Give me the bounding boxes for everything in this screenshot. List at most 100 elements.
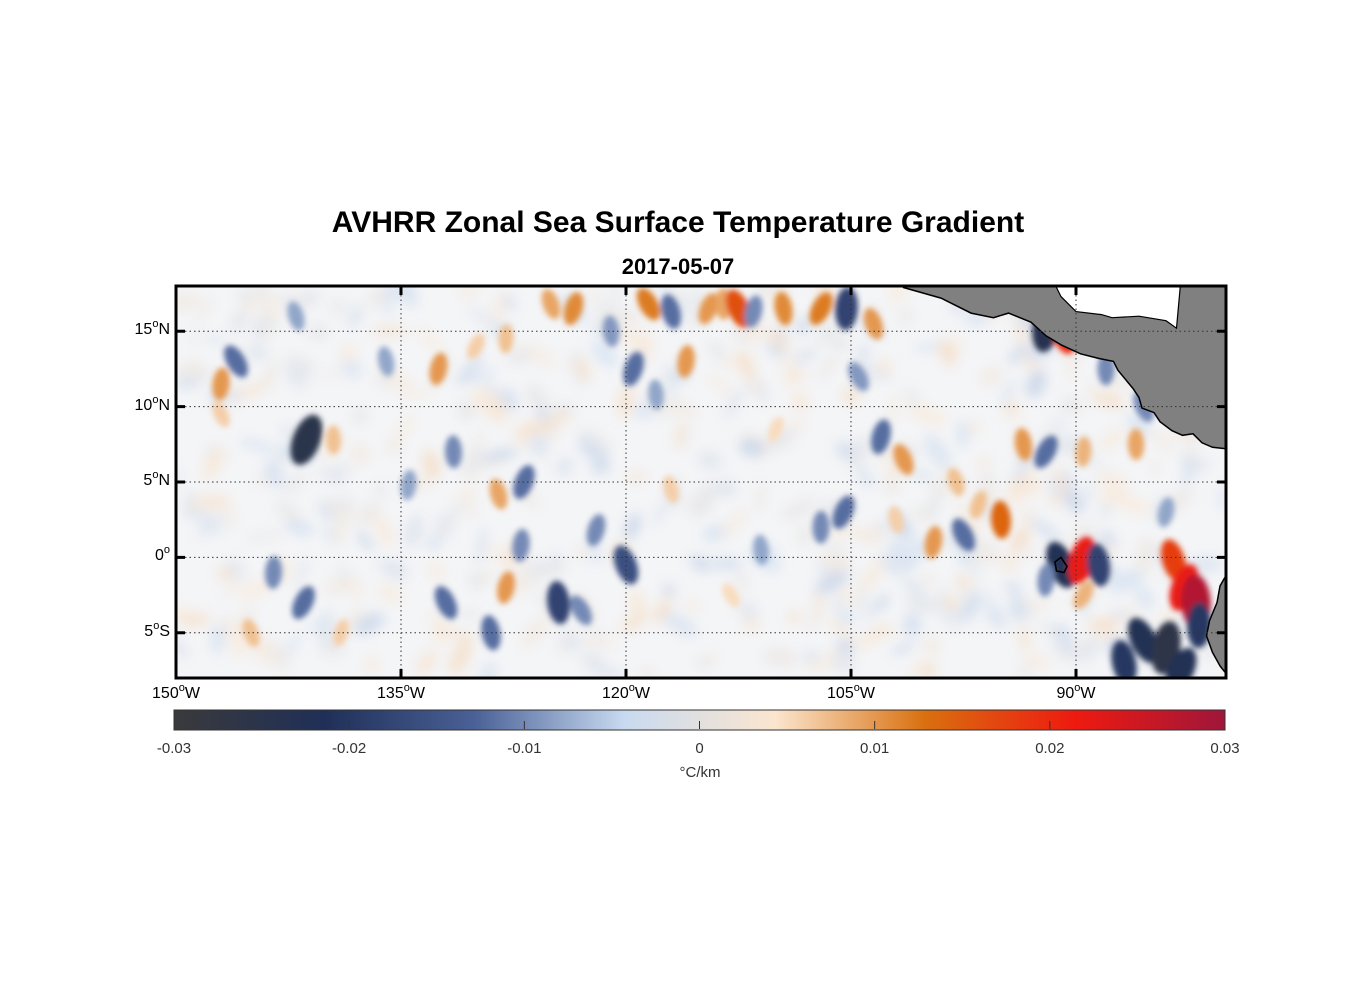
texture-cell <box>501 388 518 412</box>
texture-cell <box>737 349 755 380</box>
texture-cell <box>957 501 973 531</box>
colorbar-tick-label: 0.02 <box>1035 740 1065 757</box>
texture-cell <box>888 394 899 423</box>
texture-cell <box>264 303 281 320</box>
texture-cell <box>1041 621 1061 642</box>
texture-cell <box>222 615 233 639</box>
texture-cell <box>445 502 463 526</box>
texture-cell <box>1004 401 1020 416</box>
texture-cell <box>365 657 377 674</box>
texture-cell <box>222 577 240 598</box>
texture-cell <box>347 303 364 330</box>
texture-cell <box>924 434 951 469</box>
texture-cell <box>1026 368 1046 398</box>
texture-cell <box>585 289 602 300</box>
texture-cell <box>970 517 984 535</box>
gradient-feature <box>212 367 230 401</box>
texture-cell <box>376 515 393 548</box>
texture-cell <box>465 447 485 464</box>
texture-cell <box>261 358 278 391</box>
texture-cell <box>1061 471 1077 482</box>
gradient-feature <box>586 514 606 547</box>
texture-cell <box>708 341 725 361</box>
texture-cell <box>308 324 329 339</box>
texture-cell <box>734 568 748 593</box>
texture-cell <box>588 540 602 566</box>
texture-cell <box>350 443 370 464</box>
gradient-feature <box>569 595 593 626</box>
texture-cell <box>385 559 410 579</box>
texture-cell <box>521 616 551 648</box>
texture-cell <box>1092 393 1126 409</box>
texture-cell <box>1149 461 1160 474</box>
texture-cell <box>525 385 548 408</box>
texture-cell <box>653 500 667 527</box>
texture-cell <box>1010 469 1027 493</box>
texture-cell <box>904 596 941 613</box>
texture-cell <box>284 358 298 370</box>
texture-cell <box>827 618 853 638</box>
texture-cell <box>352 408 368 423</box>
texture-cell <box>755 481 766 512</box>
texture-cell <box>890 286 905 306</box>
caribbean-water <box>1055 286 1181 330</box>
texture-cell <box>956 575 970 589</box>
texture-cell <box>824 527 864 539</box>
texture-cell <box>476 526 487 564</box>
texture-cell <box>341 358 362 378</box>
texture-cell <box>520 562 554 571</box>
texture-cell <box>690 555 711 572</box>
texture-cell <box>430 562 443 581</box>
texture-cell <box>388 286 409 300</box>
gradient-feature <box>400 469 417 501</box>
gradient-feature <box>1014 427 1033 461</box>
texture-cell <box>245 344 269 360</box>
texture-cell <box>249 315 280 333</box>
texture-cell <box>938 339 957 366</box>
gradient-feature <box>623 351 644 387</box>
texture-cell <box>238 439 277 452</box>
texture-cell <box>878 358 891 375</box>
texture-cell <box>178 612 211 628</box>
texture-cell <box>432 619 452 644</box>
texture-cell <box>853 631 884 648</box>
texture-cell <box>793 347 819 365</box>
y-tick-label: 0o <box>154 544 170 565</box>
galapagos-islands <box>1054 556 1068 574</box>
texture-cell <box>932 412 946 427</box>
gradient-feature <box>848 362 869 391</box>
texture-cell <box>236 580 274 598</box>
texture-cell <box>578 436 607 463</box>
texture-cell <box>593 461 610 474</box>
texture-cell <box>1005 488 1024 505</box>
texture-cell <box>208 335 222 344</box>
texture-cell <box>1185 459 1211 475</box>
texture-cell <box>919 574 936 586</box>
texture-cell <box>907 402 940 424</box>
texture-cell <box>472 387 493 414</box>
texture-cell <box>237 287 255 304</box>
texture-cell <box>356 530 374 551</box>
texture-cell <box>832 654 856 673</box>
gradient-feature <box>333 619 349 647</box>
texture-cell <box>710 557 742 570</box>
texture-cell <box>939 595 961 610</box>
texture-cell <box>816 554 851 569</box>
texture-cell <box>958 592 983 623</box>
colorbar-tick-label: -0.01 <box>507 740 542 757</box>
x-tick-label: 150oW <box>152 682 200 703</box>
texture-cell <box>377 374 391 388</box>
texture-cell <box>817 352 839 382</box>
texture-cell <box>479 570 493 583</box>
texture-cell <box>762 648 798 667</box>
gradient-feature <box>888 506 904 534</box>
gradient-feature <box>677 345 695 378</box>
texture-cell <box>332 505 355 524</box>
texture-cell <box>1110 607 1131 623</box>
texture-cell <box>856 344 872 361</box>
texture-cell <box>479 448 519 462</box>
map-subtitle: 2017-05-07 <box>621 254 735 279</box>
texture-cell <box>724 389 744 419</box>
map-title: AVHRR Zonal Sea Surface Temperature Grad… <box>331 206 1025 239</box>
texture-cell <box>629 590 646 613</box>
